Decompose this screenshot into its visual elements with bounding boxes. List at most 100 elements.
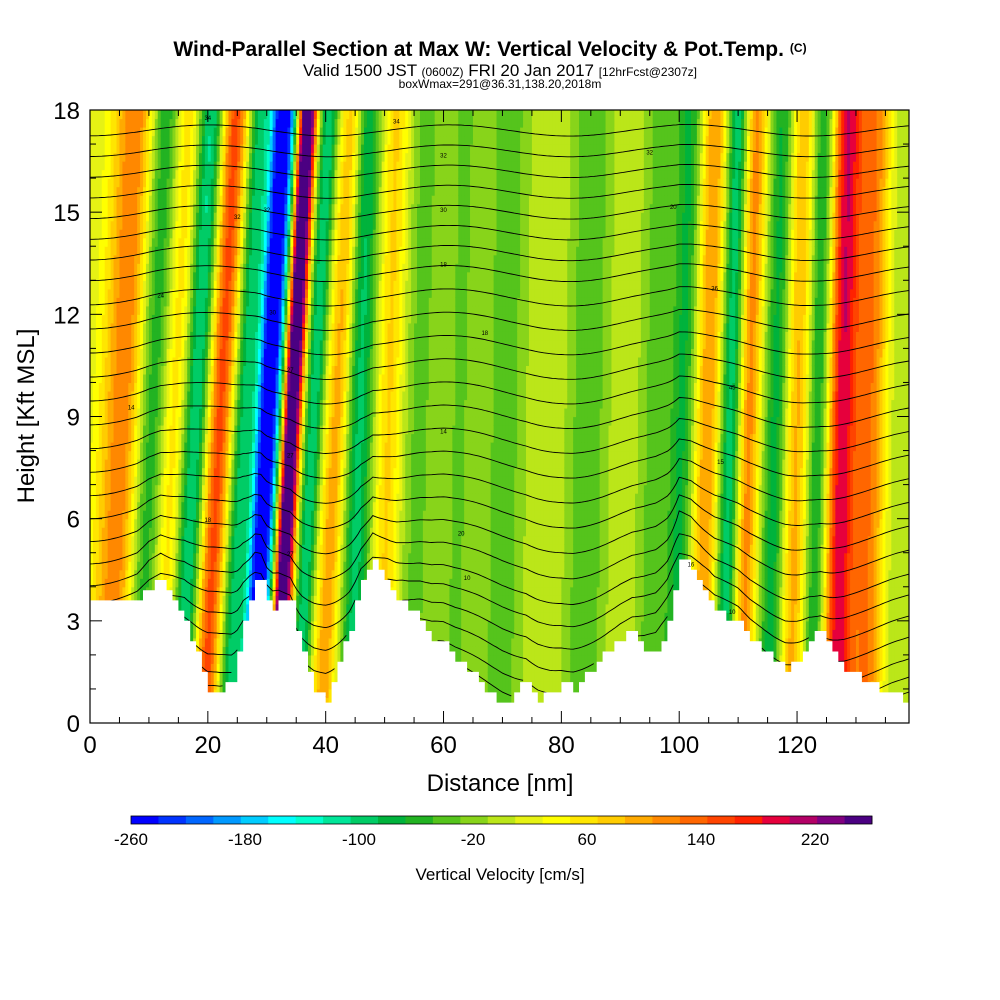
heatmap-cell xyxy=(122,110,126,120)
heatmap-cell xyxy=(163,476,168,486)
heatmap-cell xyxy=(137,416,141,426)
heatmap-cell xyxy=(210,476,215,486)
heatmap-cell xyxy=(131,127,135,137)
heatmap-cell xyxy=(125,220,129,230)
heatmap-cell xyxy=(260,237,265,247)
heatmap-cell xyxy=(219,305,224,315)
heatmap-cell xyxy=(207,110,212,120)
heatmap-cell xyxy=(122,348,126,358)
heatmap-cell xyxy=(125,178,129,188)
heatmap-cell xyxy=(290,331,294,341)
heatmap-cell xyxy=(201,416,206,426)
heatmap-cell xyxy=(184,118,188,128)
heatmap-cell xyxy=(157,467,162,477)
heatmap-cell xyxy=(128,501,132,511)
heatmap-cell xyxy=(219,237,224,247)
heatmap-cell xyxy=(243,186,247,196)
heatmap-cell xyxy=(219,518,224,528)
heatmap-cell xyxy=(269,450,274,460)
heatmap-cell xyxy=(116,305,121,315)
heatmap-cell xyxy=(101,356,106,367)
heatmap-cell xyxy=(98,263,103,273)
heatmap-cell xyxy=(252,348,256,358)
heatmap-cell xyxy=(137,484,141,494)
heatmap-cell xyxy=(246,416,250,426)
heatmap-cell xyxy=(175,271,179,281)
heatmap-cell xyxy=(257,416,262,426)
heatmap-cell xyxy=(219,135,224,145)
heatmap-cell xyxy=(90,169,94,179)
heatmap-cell xyxy=(237,237,241,247)
heatmap-cell xyxy=(151,425,156,435)
heatmap-cell xyxy=(140,595,144,605)
heatmap-cell xyxy=(95,399,100,409)
heatmap-cell xyxy=(98,365,103,375)
heatmap-cell xyxy=(199,552,203,562)
heatmap-cell xyxy=(287,510,291,520)
heatmap-cell xyxy=(119,535,124,545)
heatmap-cell xyxy=(166,212,171,222)
heatmap-cell xyxy=(272,186,277,196)
heatmap-cell xyxy=(110,314,115,324)
heatmap-cell xyxy=(287,476,291,486)
heatmap-cell xyxy=(104,561,109,571)
heatmap-cell xyxy=(257,356,262,367)
heatmap-cell xyxy=(240,535,244,545)
heatmap-cell xyxy=(219,246,224,256)
heatmap-cell xyxy=(272,305,277,315)
heatmap-cell xyxy=(92,127,97,137)
heatmap-cell xyxy=(104,365,109,375)
heatmap-cell xyxy=(181,356,185,367)
heatmap-cell xyxy=(263,373,268,384)
heatmap-cell xyxy=(210,493,215,503)
heatmap-cell xyxy=(207,603,212,613)
heatmap-cell xyxy=(163,195,168,205)
heatmap-cell xyxy=(199,229,203,239)
heatmap-cell xyxy=(151,433,156,443)
heatmap-cell xyxy=(266,144,271,154)
heatmap-cell xyxy=(207,178,212,188)
heatmap-cell xyxy=(210,288,215,298)
heatmap-cell xyxy=(213,629,218,639)
heatmap-cell xyxy=(125,459,129,469)
heatmap-cell xyxy=(190,629,194,639)
heatmap-cell xyxy=(278,399,283,409)
heatmap-cell xyxy=(172,586,177,596)
heatmap-cell xyxy=(125,416,129,426)
heatmap-cell xyxy=(249,127,253,137)
heatmap-cell xyxy=(98,161,103,171)
heatmap-cell xyxy=(266,237,271,247)
heatmap-cell xyxy=(193,144,197,154)
heatmap-cell xyxy=(216,493,221,503)
heatmap-cell xyxy=(254,237,259,247)
heatmap-cell xyxy=(257,484,262,494)
heatmap-cell xyxy=(166,288,171,298)
heatmap-cell xyxy=(210,305,215,315)
heatmap-cell xyxy=(187,305,191,315)
heatmap-cell xyxy=(143,544,147,554)
heatmap-cell xyxy=(190,484,194,494)
heatmap-cell xyxy=(137,178,141,188)
heatmap-cell xyxy=(278,280,283,290)
heatmap-cell xyxy=(131,288,135,298)
heatmap-cell xyxy=(92,152,97,162)
heatmap-cell xyxy=(281,586,286,596)
heatmap-cell xyxy=(113,118,118,128)
heatmap-cell xyxy=(278,578,283,588)
heatmap-cell xyxy=(154,459,159,469)
heatmap-cell xyxy=(201,552,206,562)
heatmap-cell xyxy=(278,161,283,171)
heatmap-cell xyxy=(98,390,103,401)
heatmap-cell xyxy=(213,510,218,520)
heatmap-cell xyxy=(237,450,241,460)
heatmap-cell xyxy=(175,297,179,307)
heatmap-cell xyxy=(131,510,135,520)
heatmap-cell xyxy=(254,450,259,460)
heatmap-cell xyxy=(287,365,291,375)
heatmap-cell xyxy=(119,263,124,273)
heatmap-cell xyxy=(148,288,153,298)
heatmap-cell xyxy=(110,339,115,349)
heatmap-cell xyxy=(107,118,112,128)
subtitle-forecast: [12hrFcst@2307z] xyxy=(599,65,697,79)
heatmap-cell xyxy=(263,442,268,452)
